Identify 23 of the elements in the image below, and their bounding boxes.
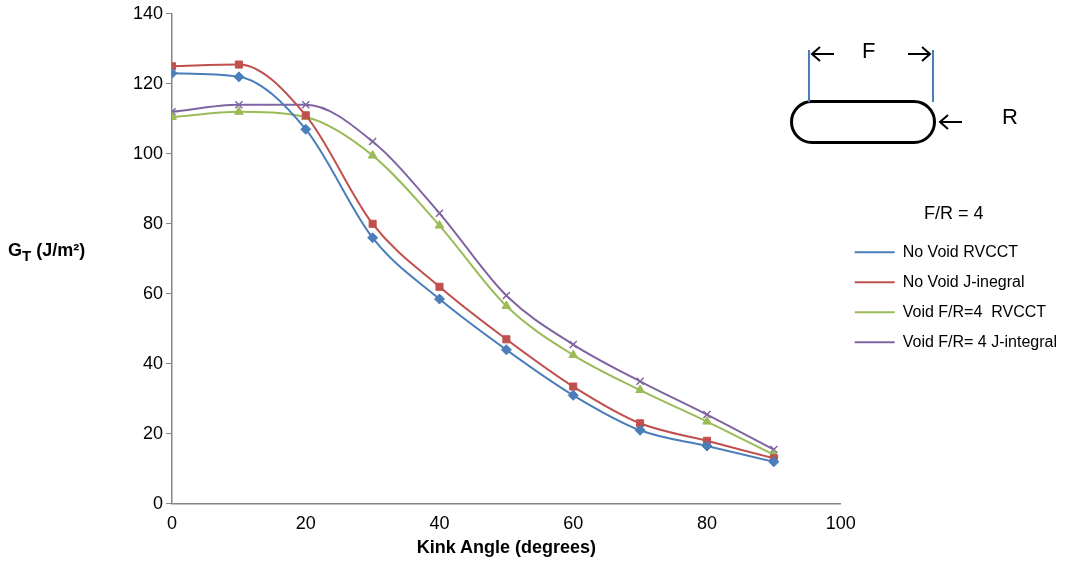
y-tick-label: 60	[143, 282, 164, 303]
legend-label: No Void J-inegral	[902, 272, 1025, 290]
x-axis-title: Kink Angle (degrees)	[416, 537, 597, 558]
legend-label: No Void RVCCT	[902, 242, 1019, 260]
text: F	[862, 38, 876, 64]
x-tick-label: 40	[429, 512, 450, 533]
legend-label: Void F/R= 4 J-integral	[902, 332, 1057, 350]
y-tick-label: 0	[153, 492, 164, 513]
y-tick-label: 140	[132, 2, 164, 23]
legend-title: F/R = 4	[924, 202, 984, 223]
y-tick-label: 80	[143, 212, 164, 233]
x-tick-label: 20	[295, 512, 316, 533]
y-tick-label: 40	[143, 352, 164, 373]
y-tick-label: 120	[132, 72, 164, 93]
y-tick-label: 100	[132, 142, 164, 163]
y-axis-title: G$_{T}$ (J/m²)	[8, 240, 86, 264]
y-tick-label: 20	[143, 422, 164, 443]
x-tick-label: 100	[825, 512, 856, 533]
legend-label: Void F/R=4 RVCCT	[902, 302, 1047, 320]
text: R	[1002, 104, 1018, 130]
x-tick-label: 60	[563, 512, 584, 533]
x-tick-label: 80	[696, 512, 717, 533]
x-tick-label: 0	[167, 512, 178, 533]
